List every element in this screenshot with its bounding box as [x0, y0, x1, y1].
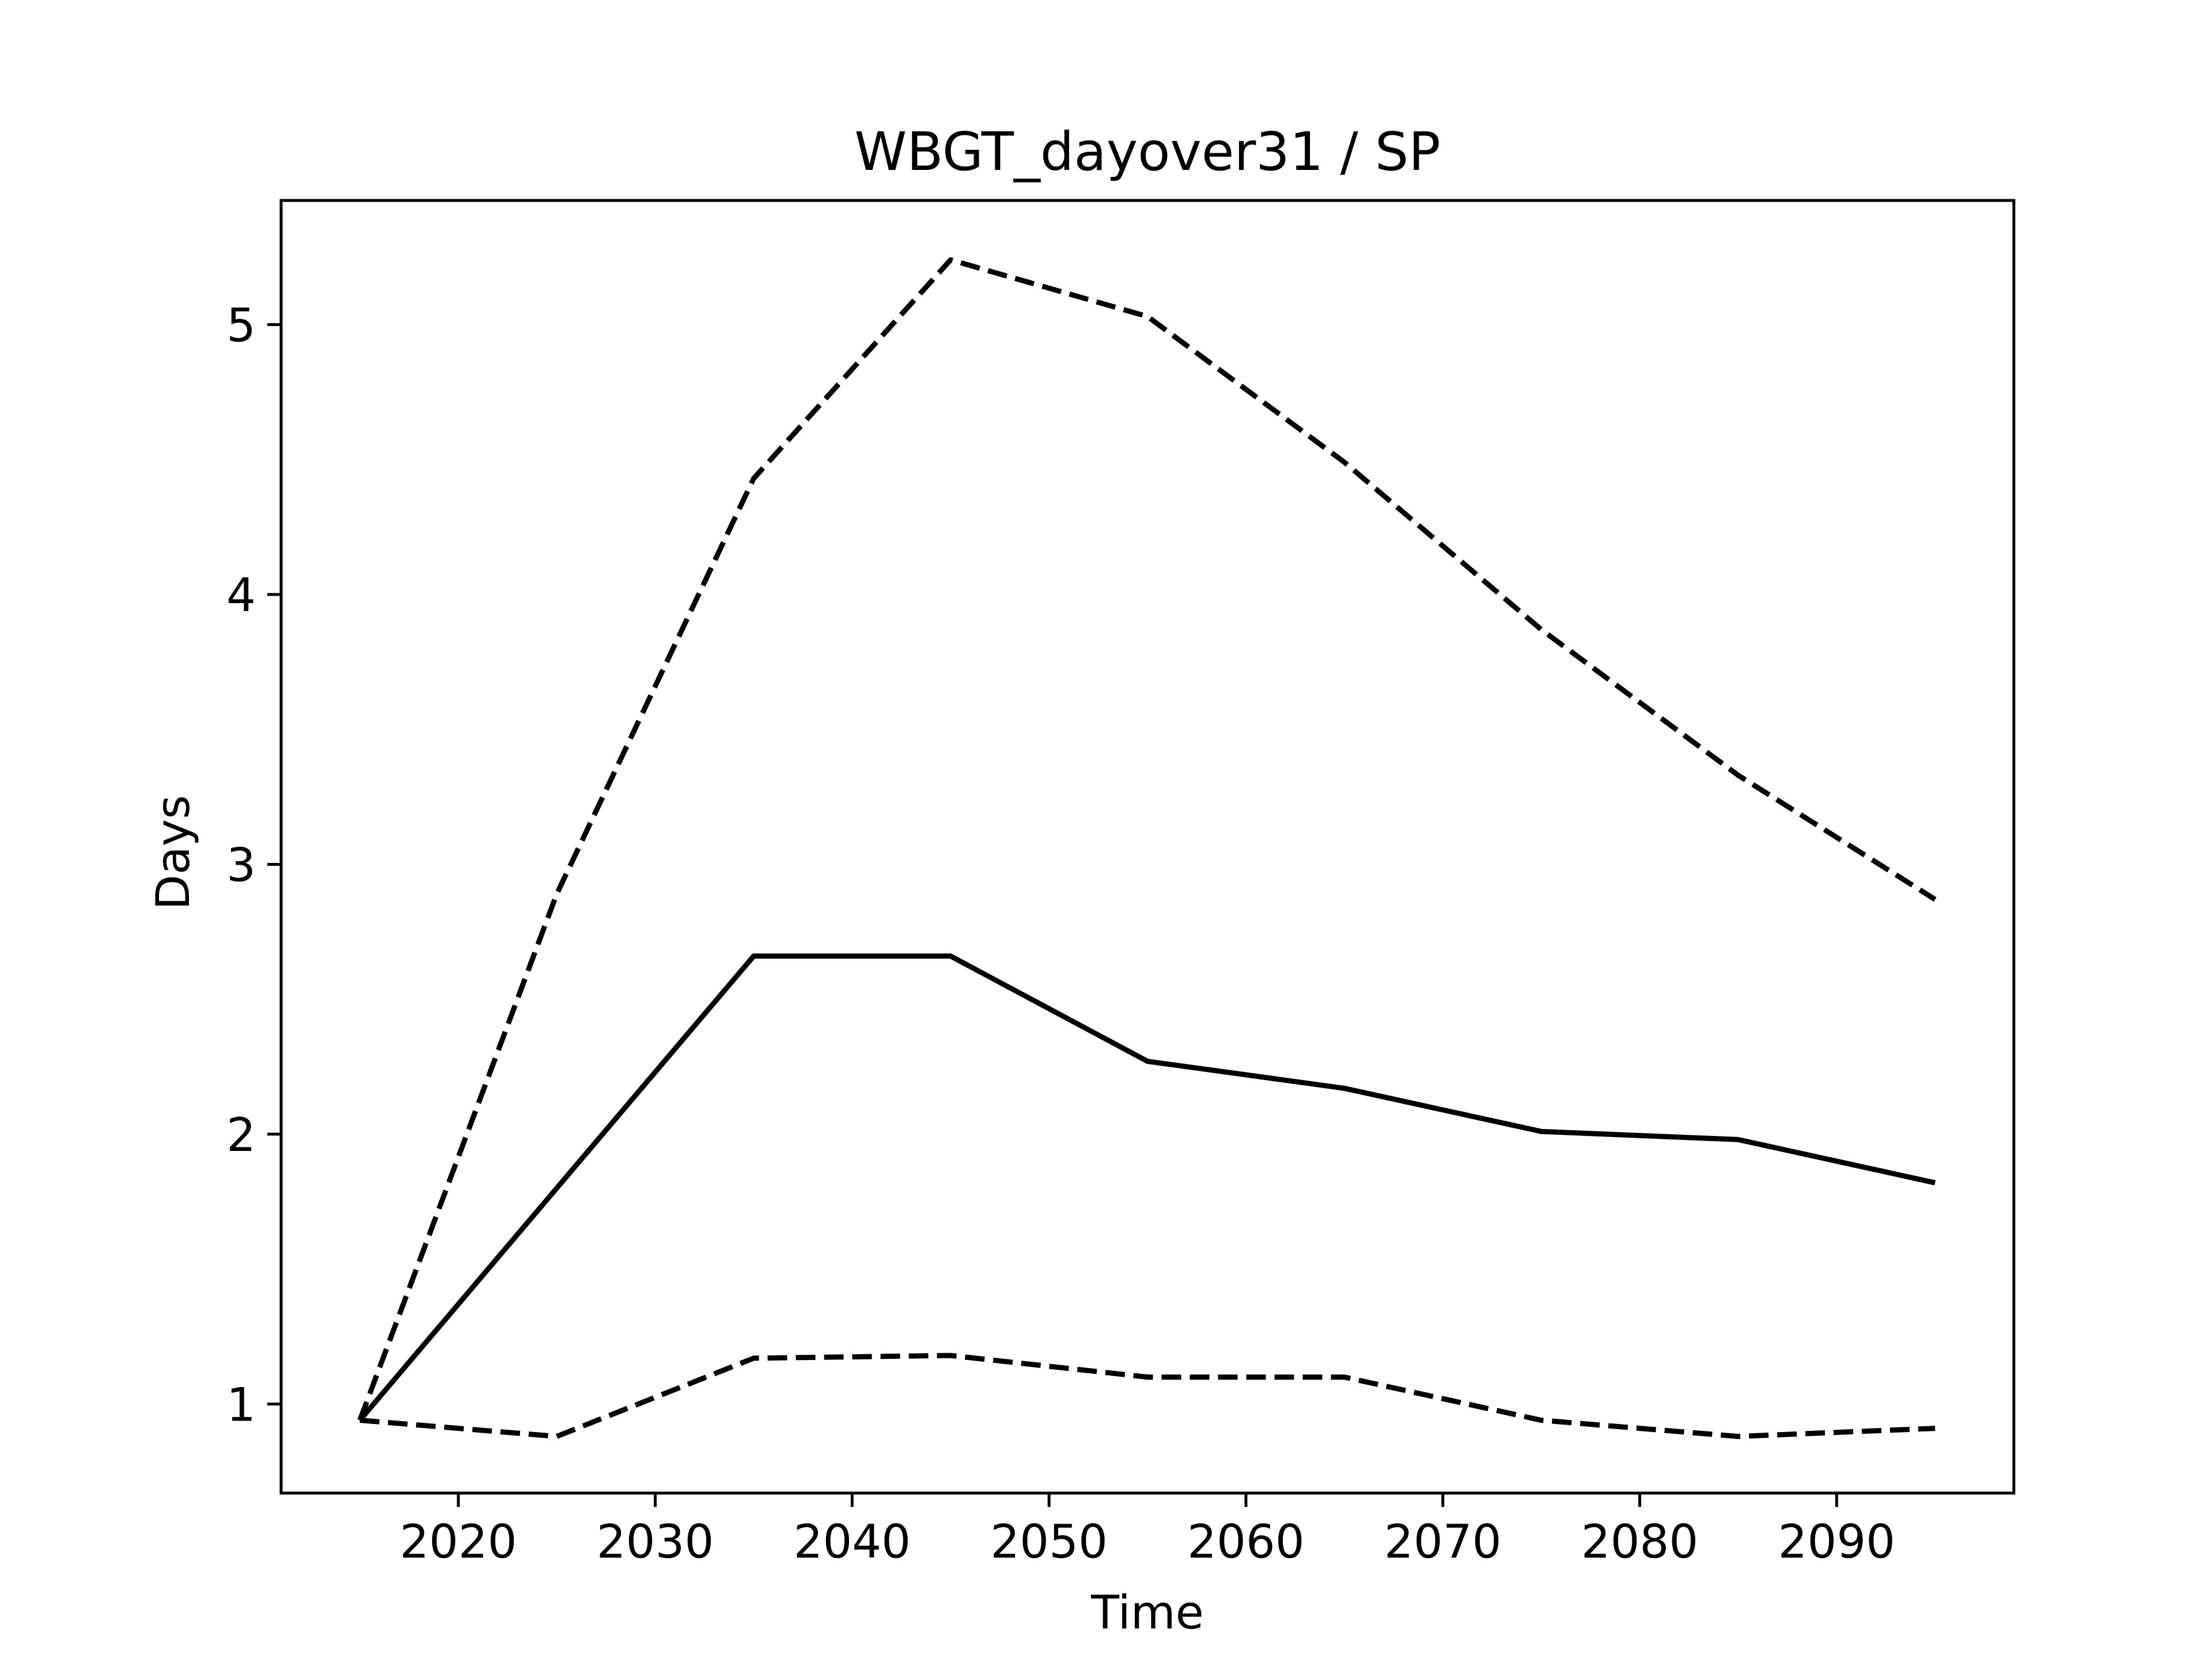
- x-tick-label: 2090: [1778, 1515, 1896, 1569]
- x-tick-label: 2070: [1384, 1515, 1502, 1569]
- y-tick-label: 3: [226, 838, 256, 892]
- x-tick-label: 2030: [597, 1515, 714, 1569]
- y-ticks: 1 2 3 4 5: [226, 298, 281, 1431]
- y-tick-label: 2: [226, 1108, 256, 1162]
- series-line-1: [357, 257, 1937, 1422]
- y-tick-label: 1: [226, 1378, 256, 1431]
- chart-title: WBGT_dayover31 / SP: [854, 121, 1440, 183]
- series-line-3: [359, 1353, 1936, 1440]
- plot-frame: [279, 199, 2016, 1495]
- series-line-2: [358, 953, 1936, 1422]
- series-layer: [357, 257, 1937, 1440]
- y-tick-label: 4: [226, 569, 256, 622]
- x-ticks: 2020 2030 2040 2050 2060 2070 2080 2090: [400, 1493, 1895, 1569]
- x-axis-label: Time: [1090, 1586, 1204, 1639]
- x-tick-label: 2020: [400, 1515, 517, 1569]
- x-tick-label: 2050: [990, 1515, 1108, 1569]
- y-axis-label: Days: [146, 795, 200, 910]
- x-tick-label: 2060: [1187, 1515, 1305, 1569]
- x-tick-label: 2080: [1581, 1515, 1699, 1569]
- x-tick-label: 2040: [793, 1515, 911, 1569]
- y-tick-label: 5: [226, 298, 256, 352]
